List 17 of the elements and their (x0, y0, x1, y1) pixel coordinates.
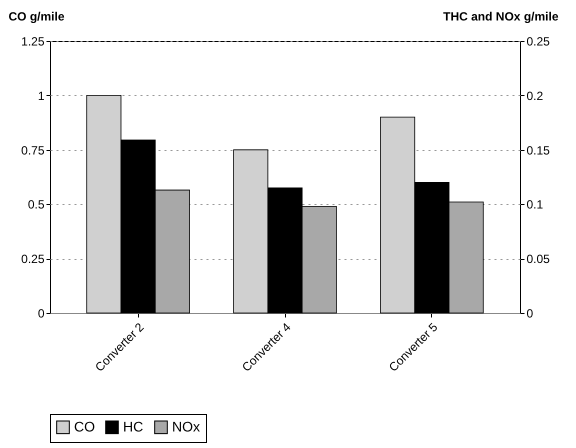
y2-tick-label: 0 (526, 306, 534, 320)
y-tick-label: 1 (38, 88, 45, 103)
y-tick-label: 0.25 (21, 252, 45, 266)
y-tick-label: 0.75 (21, 143, 45, 158)
y2-tick-label: 0.2 (526, 88, 544, 103)
y2-tick-label: 0.1 (526, 198, 544, 212)
y2-axis-title: THC and NOx g/mile (443, 10, 559, 24)
y-tick-label: 0 (38, 306, 45, 320)
legend-label: NOx (172, 418, 200, 434)
y2-tick-label: 0.15 (526, 143, 550, 158)
y2-tick-label: 0.25 (526, 34, 550, 48)
y2-tick-label: 0.05 (526, 252, 550, 266)
y-axis-title: CO g/mile (8, 10, 65, 24)
legend-label: CO (74, 418, 96, 434)
y-tick-label: 0.5 (28, 198, 45, 212)
legend-label: HC (123, 418, 144, 434)
y-tick-label: 1.25 (21, 34, 45, 48)
